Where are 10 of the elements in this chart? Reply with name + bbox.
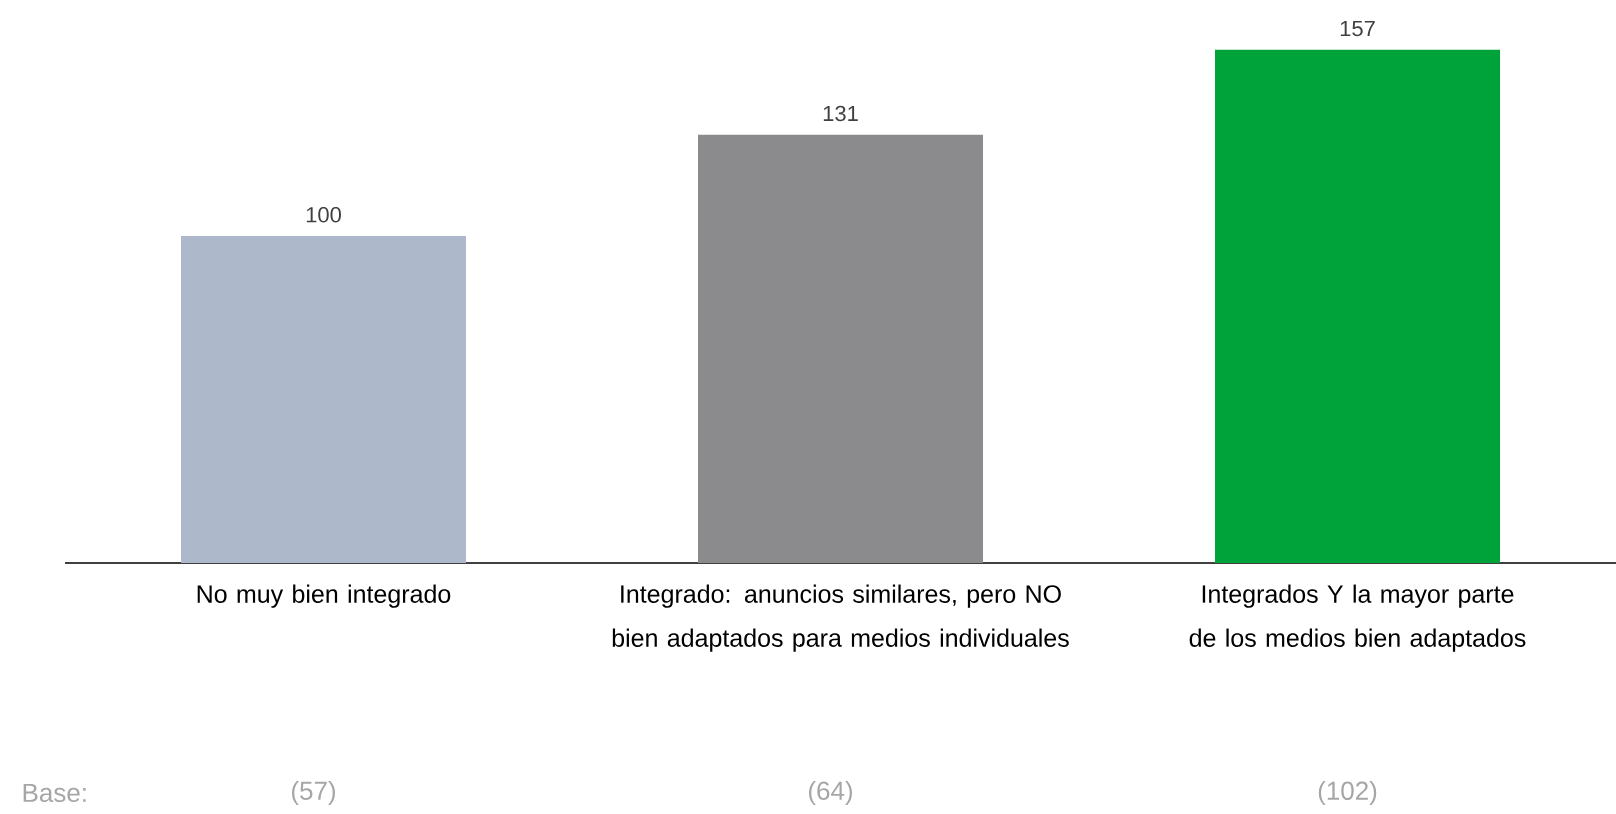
text: (102) (1318, 780, 1377, 806)
x-tick-label: Integrado: anuncios similares, pero NO bien adaptados para medios individuales (612, 584, 1069, 652)
x-tick-label: Integrados Y la mayor parte de los medios bien adaptados (1189, 584, 1526, 652)
data-label: 157 (1340, 20, 1375, 37)
text: (64) (809, 780, 852, 806)
data-label: 100 (306, 206, 341, 223)
data-label: 131 (823, 105, 858, 122)
x-tick-label: No muy bien integrado (197, 584, 451, 608)
text: (57) (292, 780, 335, 806)
text: Base: (23, 783, 86, 803)
